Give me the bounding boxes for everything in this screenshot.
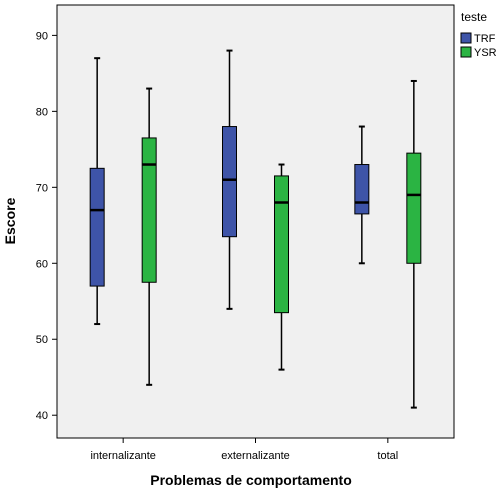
- plot-area: [56, 4, 455, 439]
- legend-title: teste: [461, 10, 487, 24]
- y-tick-label-3: 70: [36, 182, 48, 194]
- y-axis-title: Escore: [2, 197, 18, 244]
- x-tick-label-externalizante: externalizante: [221, 450, 290, 462]
- box-YSR-internalizante: [141, 137, 157, 283]
- box-YSR-externalizante: [274, 175, 289, 314]
- box-series: [89, 49, 422, 409]
- y-axis: 40 50 60 70 80 90: [36, 30, 57, 422]
- legend-label-TRF: TRF: [474, 33, 496, 45]
- y-tick-label-2: 60: [36, 258, 48, 270]
- y-tick-label-0: 40: [36, 410, 48, 422]
- x-axis-title: Problemas de comportamento: [150, 472, 352, 488]
- legend-swatch-TRF: [460, 32, 472, 44]
- x-tick-label-total: total: [377, 450, 398, 462]
- y-tick-label-5: 90: [36, 30, 48, 42]
- legend: teste TRF YSR: [460, 10, 497, 59]
- x-tick-label-internalizante: internalizante: [90, 450, 155, 462]
- box-YSR-total: [406, 152, 422, 264]
- box-TRF-internalizante: [89, 167, 105, 287]
- legend-label-YSR: YSR: [474, 47, 497, 59]
- y-tick-label-4: 80: [36, 106, 48, 118]
- box-TRF-externalizante: [222, 126, 237, 238]
- legend-swatch-YSR: [460, 46, 472, 58]
- y-tick-label-1: 50: [36, 334, 48, 346]
- box-TRF-total: [354, 164, 370, 215]
- x-axis: internalizante externalizante total: [90, 438, 398, 462]
